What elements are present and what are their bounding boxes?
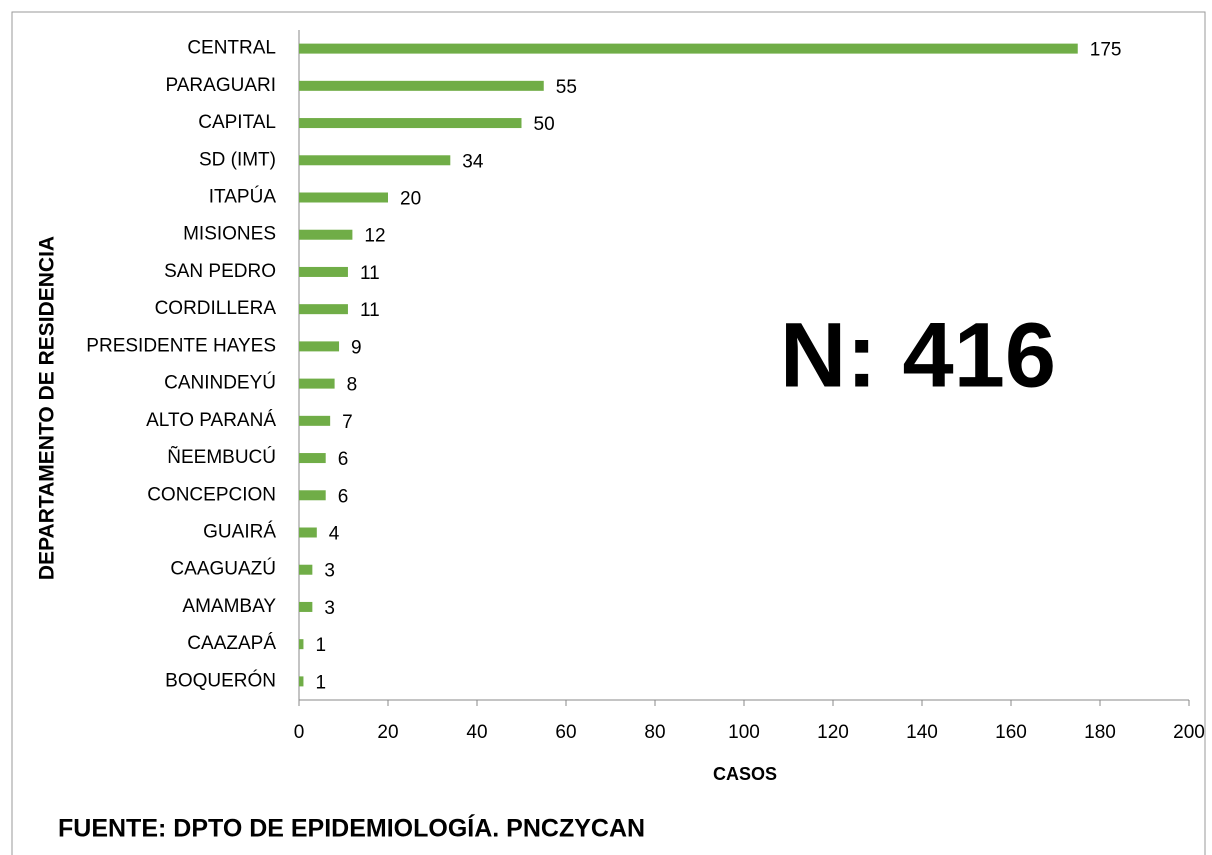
bar [299, 639, 304, 650]
value-label: 11 [360, 300, 380, 321]
value-label: 175 [1090, 40, 1122, 61]
x-tick-label: 180 [1084, 722, 1116, 743]
y-tick-label: ÑEEMBUCÚ [167, 446, 276, 468]
bar [299, 155, 451, 166]
y-tick-label: CONCEPCION [147, 484, 276, 505]
bar [299, 453, 326, 464]
y-tick-label: ITAPÚA [209, 186, 277, 208]
bar [299, 304, 348, 315]
y-tick-label: PARAGUARI [165, 75, 276, 96]
bar [299, 80, 544, 91]
y-tick-label: GUAIRÁ [203, 522, 276, 543]
value-label: 3 [324, 598, 335, 619]
y-tick-label: ALTO PARANÁ [146, 410, 276, 431]
x-tick-label: 140 [906, 722, 938, 743]
value-label: 8 [347, 375, 358, 396]
y-tick-label: CAAZAPÁ [187, 633, 276, 654]
x-tick-label: 60 [555, 722, 576, 743]
bar [299, 601, 313, 612]
value-label: 6 [338, 486, 349, 507]
value-label: 6 [338, 449, 349, 470]
value-label: 4 [329, 524, 340, 545]
bar [299, 564, 313, 575]
y-tick-label: CAAGUAZÚ [170, 558, 276, 580]
bar [299, 527, 317, 538]
y-tick-label: CENTRAL [187, 38, 276, 59]
value-label: 3 [324, 561, 335, 582]
value-label: 12 [364, 226, 385, 247]
value-label: 7 [342, 412, 353, 433]
bar [299, 490, 326, 501]
bar [299, 676, 304, 687]
y-tick-label: MISIONES [183, 224, 276, 245]
bar [299, 229, 353, 240]
value-label: 20 [400, 189, 421, 210]
x-tick-label: 0 [294, 722, 305, 743]
bar [299, 341, 340, 352]
value-label: 34 [462, 151, 484, 172]
y-axis-label: DEPARTAMENTO DE RESIDENCIA [36, 236, 59, 580]
x-tick-label: 120 [817, 722, 849, 743]
bar [299, 266, 348, 277]
bar [299, 415, 331, 426]
y-tick-label: SD (IMT) [199, 149, 276, 170]
chart-frame [11, 11, 1206, 855]
value-label: 1 [315, 672, 326, 693]
bar [299, 43, 1078, 54]
x-axis-label: CASOS [713, 764, 777, 784]
bar [299, 192, 388, 203]
x-tick-label: 20 [377, 722, 398, 743]
y-tick-label: SAN PEDRO [164, 261, 276, 282]
value-label: 9 [351, 337, 362, 358]
x-tick-label: 100 [728, 722, 760, 743]
value-label: 55 [556, 77, 577, 98]
y-tick-label: CANINDEYÚ [164, 372, 276, 394]
x-tick-label: 80 [644, 722, 665, 743]
x-tick-label: 40 [466, 722, 487, 743]
value-label: 50 [534, 114, 555, 135]
y-tick-label: PRESIDENTE HAYES [86, 335, 276, 356]
annotation: N: 416 [780, 304, 1056, 406]
y-tick-label: CORDILLERA [155, 298, 277, 319]
y-tick-label: BOQUERÓN [165, 669, 276, 691]
x-tick-label: 200 [1173, 722, 1205, 743]
y-tick-label: CAPITAL [198, 112, 276, 133]
value-label: 1 [315, 635, 326, 656]
y-tick-label: AMAMBAY [182, 596, 276, 617]
value-label: 11 [360, 263, 380, 284]
source: FUENTE: DPTO DE EPIDEMIOLOGÍA. PNCZYCAN [58, 814, 645, 843]
bar [299, 118, 522, 129]
bar [299, 378, 335, 389]
x-tick-label: 160 [995, 722, 1027, 743]
